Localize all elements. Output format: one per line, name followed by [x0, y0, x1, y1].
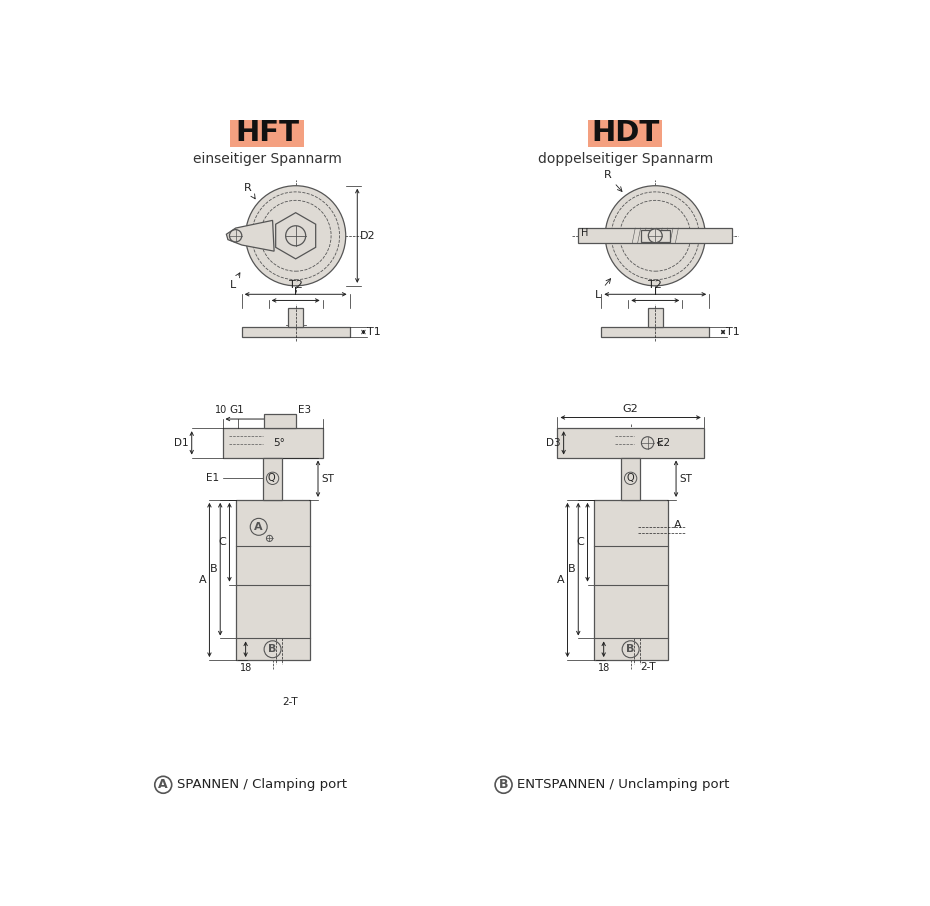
Text: 5°: 5° — [272, 438, 285, 448]
Text: D1: D1 — [174, 438, 189, 448]
Text: A: A — [199, 575, 206, 585]
Text: G1: G1 — [229, 405, 244, 415]
Bar — [589, 120, 662, 147]
Text: 2-T: 2-T — [282, 697, 298, 707]
Text: doppelseitiger Spannarm: doppelseitiger Spannarm — [538, 152, 713, 166]
Text: 18: 18 — [240, 663, 252, 673]
Text: A: A — [673, 520, 682, 530]
Text: ST: ST — [679, 474, 692, 484]
Text: T1: T1 — [726, 327, 740, 337]
Text: B: B — [209, 564, 217, 574]
Bar — [647, 308, 663, 327]
Circle shape — [605, 186, 705, 285]
Text: L: L — [230, 273, 240, 291]
Bar — [594, 500, 668, 660]
Text: A: A — [255, 522, 263, 532]
Text: l: l — [654, 286, 657, 296]
Bar — [557, 429, 704, 458]
Text: D3: D3 — [546, 438, 561, 448]
Text: C: C — [577, 537, 584, 547]
Bar — [242, 327, 350, 337]
Text: C: C — [219, 537, 226, 547]
Text: E2: E2 — [657, 438, 670, 448]
Text: T2: T2 — [648, 281, 662, 291]
Text: B: B — [627, 644, 635, 654]
Text: R: R — [244, 183, 255, 198]
Text: SPANNEN / Clamping port: SPANNEN / Clamping port — [177, 778, 347, 791]
Text: A: A — [557, 575, 565, 585]
Text: B: B — [498, 778, 509, 791]
Text: T2: T2 — [288, 281, 302, 291]
Text: L: L — [594, 279, 611, 300]
Text: B: B — [567, 564, 575, 574]
Text: B: B — [269, 644, 277, 654]
Text: 10: 10 — [215, 405, 227, 415]
Bar — [231, 120, 304, 147]
Text: ST: ST — [321, 474, 334, 484]
Bar — [263, 458, 282, 500]
Text: A: A — [158, 778, 168, 791]
Text: Q: Q — [268, 473, 275, 483]
Text: H: H — [580, 228, 588, 238]
Polygon shape — [226, 220, 274, 251]
Text: 2-T: 2-T — [640, 661, 656, 671]
Bar — [578, 228, 732, 244]
Polygon shape — [275, 213, 315, 259]
Bar — [222, 429, 323, 458]
Circle shape — [648, 229, 662, 243]
Text: HDT: HDT — [591, 120, 659, 148]
Circle shape — [230, 229, 242, 242]
Text: Q: Q — [626, 473, 633, 483]
Text: HFT: HFT — [235, 120, 299, 148]
Bar — [602, 327, 710, 337]
Bar — [264, 414, 297, 429]
Text: T1: T1 — [366, 327, 380, 337]
Text: ENTSPANNEN / Unclamping port: ENTSPANNEN / Unclamping port — [517, 778, 730, 791]
Text: l: l — [294, 286, 298, 296]
Bar — [288, 308, 303, 327]
Text: G2: G2 — [623, 404, 639, 414]
Text: einseitiger Spannarm: einseitiger Spannarm — [193, 152, 341, 166]
Text: E3: E3 — [298, 405, 312, 415]
Circle shape — [286, 226, 306, 246]
Circle shape — [246, 186, 346, 285]
Text: R: R — [604, 170, 622, 191]
Text: E1: E1 — [206, 473, 219, 483]
Bar — [236, 500, 310, 660]
Text: 18: 18 — [598, 663, 610, 673]
Bar — [641, 229, 670, 242]
Bar — [621, 458, 640, 500]
Text: D2: D2 — [360, 231, 376, 241]
